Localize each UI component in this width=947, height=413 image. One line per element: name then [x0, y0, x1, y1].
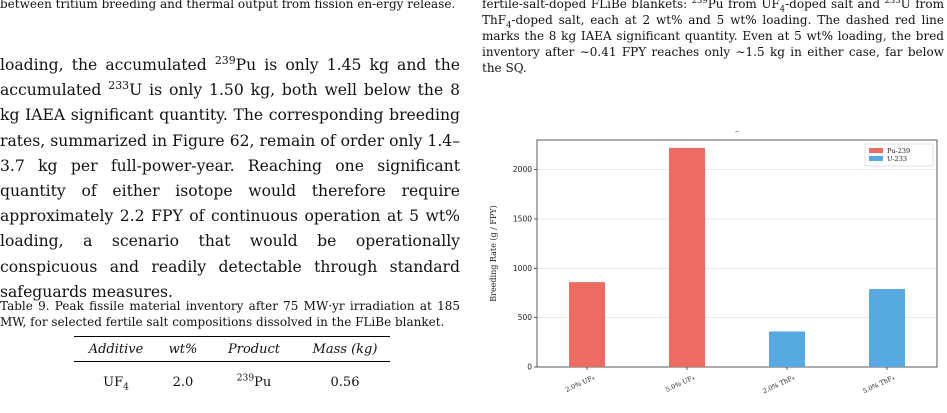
bar-pu-239: [569, 282, 605, 367]
body-sup-2: 233: [108, 79, 130, 93]
body-sup-1: 239: [214, 53, 236, 67]
table-caption: Table 9. Peak fissile material inventory…: [0, 299, 460, 329]
bar-pu-239: [669, 147, 705, 367]
x-tick-label: 5.0% UF₄: [664, 373, 696, 394]
y-tick-label: 0: [527, 363, 532, 372]
bar-u-233: [769, 331, 805, 367]
figure-caption: fertile-salt-doped FLiBe blankets: 239Pu…: [482, 0, 944, 75]
body-text-1: loading, the accumulated: [0, 56, 215, 74]
plot-frame: [536, 139, 938, 368]
inventory-table: Additive wt% Product Mass (kg) UF4 2.0 2…: [74, 336, 390, 394]
y-axis-label: Breeding Rate (g / FPY): [489, 205, 498, 302]
chart-title: –: [735, 130, 739, 136]
table-mid-rule: [74, 361, 390, 362]
y-tick-label: 500: [518, 313, 533, 322]
table-cell-product: 239Pu: [236, 373, 272, 390]
x-tick-label: 2.0% ThF₄: [761, 373, 796, 395]
table-header-additive: Additive: [88, 341, 144, 357]
table-cell-mass: 0.56: [330, 374, 360, 390]
table-header-product: Product: [228, 341, 280, 357]
table-header-wt: wt%: [168, 341, 198, 357]
table-cell-wt: 2.0: [172, 374, 194, 390]
table-row: UF4 2.0 239Pu 0.56: [74, 370, 390, 394]
table-cell-additive: UF4: [103, 374, 129, 393]
y-tick-label: 1500: [513, 214, 532, 223]
body-paragraph: loading, the accumulated 239Pu is only 1…: [0, 53, 460, 305]
left-top-fragment: between tritium breeding and thermal out…: [0, 0, 456, 11]
breeding-rate-chart: – 0 500 1000 1500 2000 Breeding Rate (g / FPY)…: [489, 130, 938, 395]
legend-label: U-233: [887, 155, 907, 163]
y-tick-label: 1000: [513, 264, 532, 273]
x-tick-label: 5.0% ThF₄: [861, 373, 896, 395]
table-header-mass: Mass (kg): [312, 341, 378, 357]
legend-swatch: [869, 156, 883, 161]
legend-swatch: [869, 148, 883, 153]
body-text-3: U is only 1.50 kg, both well below the 8…: [0, 81, 460, 301]
bar-u-233: [869, 289, 905, 367]
table-header-row: Additive wt% Product Mass (kg): [74, 337, 390, 361]
body-text-2: Pu is only 1.45 kg and the accumulated: [0, 56, 460, 100]
y-tick-label: 2000: [513, 165, 532, 174]
legend-label: Pu-239: [887, 147, 910, 155]
x-tick-label: 2.0% UF₄: [564, 373, 596, 394]
table-top-rule: [74, 336, 390, 337]
